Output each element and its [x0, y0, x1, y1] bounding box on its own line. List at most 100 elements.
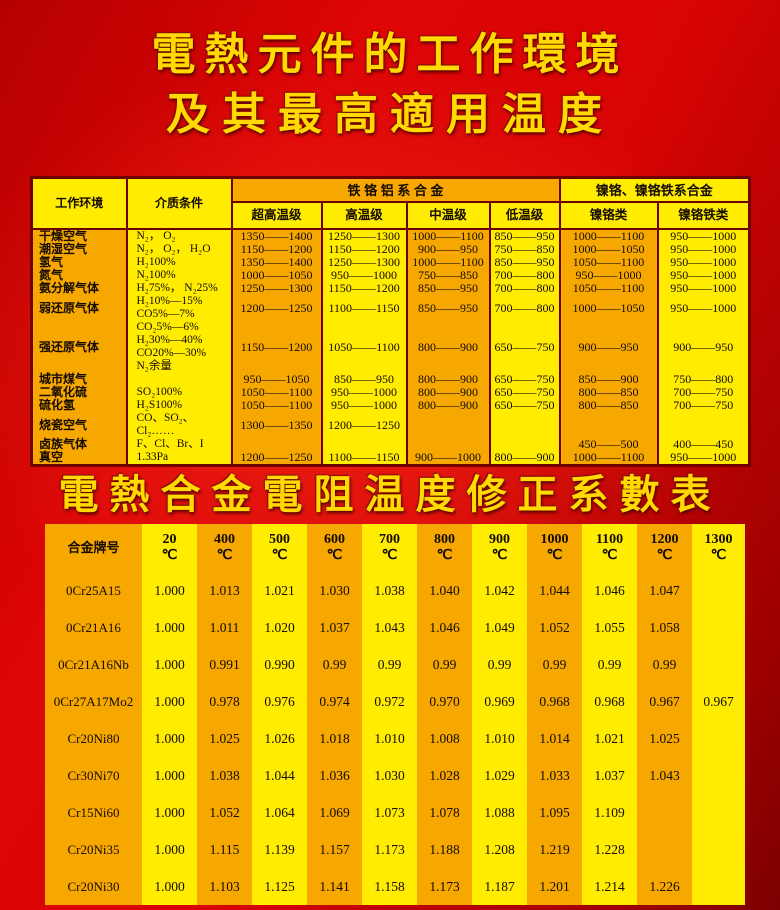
medium-cell: N₂100%: [125, 269, 233, 282]
temp-range-cell-nicr: 1000——1050: [558, 295, 659, 321]
coeff-cell-1100: 1.055: [582, 609, 637, 646]
coeff-cell-900: 1.208: [472, 831, 527, 868]
temp-range-cell-mid: 900——950: [405, 243, 491, 256]
env-temp-row: 二氧化硫 SO₂100% 1050——1100 950——1000 800——9…: [30, 386, 751, 399]
env-cell: 烧瓷空气: [30, 412, 128, 438]
env-cell: 弱还原气体: [30, 295, 128, 321]
coeff-cell-700: 1.043: [362, 609, 417, 646]
correction-table-body: 0Cr25A15 1.000 1.013 1.021 1.030 1.038 1…: [45, 572, 745, 905]
temp-range-cell-nicr: [558, 412, 659, 438]
coeff-cell-500: 1.125: [252, 868, 307, 905]
temp-range-cell-high: 1100——1150: [320, 295, 408, 321]
temp-range-cell-ultra: 1300——1350: [230, 412, 323, 438]
medium-cell: CO、SO₂、Cl₂……: [125, 412, 233, 438]
env-temp-row: 卤族气体 F、Cl、Br、I 450——500 400——450: [30, 438, 751, 451]
temp-range-cell-mid: 1000——1100: [405, 256, 491, 269]
temp-range-cell-high: 950——1000: [320, 386, 408, 399]
coeff-cell-1300: [692, 868, 745, 905]
coeff-cell-1100: 0.968: [582, 683, 637, 720]
temp-range-cell-nicrfe: 950——1000: [656, 269, 751, 282]
coeff-cell-900: 0.99: [472, 646, 527, 683]
temp-range-cell-nicr: 1000——1100: [558, 451, 659, 466]
temp-range-cell-nicrfe: 950——1000: [656, 295, 751, 321]
coeff-cell-600: 1.018: [307, 720, 362, 757]
medium-cell: H₂10%—15% CO5%—7%: [125, 295, 233, 321]
coeff-cell-1100: 1.037: [582, 757, 637, 794]
env-temp-table: 工作环境 介质条件 铁 铬 铝 系 合 金 镍铬、镍铬铁系合金 超高温级 高温级…: [30, 176, 752, 467]
header-grade-high: 高温级: [320, 201, 408, 230]
temp-range-cell-low: [488, 438, 561, 451]
temp-range-cell-mid: 800——900: [405, 386, 491, 399]
coeff-cell-800: 1.040: [417, 572, 472, 609]
env-cell: 干燥空气: [30, 229, 128, 243]
coeff-cell-400: 1.025: [197, 720, 252, 757]
coeff-cell-800: 1.008: [417, 720, 472, 757]
coeff-cell-500: 0.976: [252, 683, 307, 720]
coeff-cell-1200: [637, 831, 692, 868]
coeff-cell-400: 1.011: [197, 609, 252, 646]
temp-range-cell-low: 850——950: [488, 229, 561, 243]
alloy-name-cell: Cr20Ni30: [45, 868, 142, 905]
temp-range-cell-nicrfe: 950——1000: [656, 282, 751, 295]
temp-header-cell-1100: 1100 ℃: [582, 524, 637, 572]
header-alloy-grade: 合金牌号: [45, 524, 142, 572]
env-cell: 二氧化硫: [30, 386, 128, 399]
coeff-cell-700: 1.173: [362, 831, 417, 868]
temp-header-cell-1200: 1200 ℃: [637, 524, 692, 572]
temp-range-cell-mid: [405, 412, 491, 438]
coeff-cell-400: 0.991: [197, 646, 252, 683]
coeff-cell-600: 1.036: [307, 757, 362, 794]
medium-cell: [125, 373, 233, 386]
temp-range-cell-nicrfe: 950——1000: [656, 243, 751, 256]
alloy-name-cell: 0Cr21A16: [45, 609, 142, 646]
temp-range-cell-nicrfe: 750——800: [656, 373, 751, 386]
medium-cell: N₂， O₂: [125, 229, 233, 243]
coeff-cell-800: 1.173: [417, 868, 472, 905]
temp-range-cell-mid: 850——950: [405, 282, 491, 295]
header-grade-low: 低温级: [488, 201, 561, 230]
correction-row: 0Cr21A16Nb 1.000 0.991 0.990 0.99 0.99 0…: [45, 646, 745, 683]
coeff-cell-700: 0.972: [362, 683, 417, 720]
coeff-cell-500: 1.064: [252, 794, 307, 831]
coeff-cell-600: 0.974: [307, 683, 362, 720]
coeff-cell-1300: 0.967: [692, 683, 745, 720]
temp-range-cell-mid: 900——1000: [405, 451, 491, 466]
env-cell: 氮气: [30, 269, 128, 282]
env-temp-row: 硫化氢 H₂S100% 1050——1100 950——1000 800——90…: [30, 399, 751, 412]
temp-range-cell-nicr: 1050——1100: [558, 282, 659, 295]
temp-range-cell-ultra: 1250——1300: [230, 282, 323, 295]
temp-header-cell-1300: 1300 ℃: [692, 524, 745, 572]
coeff-cell-800: 1.188: [417, 831, 472, 868]
coeff-cell-1000: 1.014: [527, 720, 582, 757]
coeff-cell-1300: [692, 572, 745, 609]
coeff-cell-600: 1.069: [307, 794, 362, 831]
env-temp-row: 潮湿空气 N₂， O₂， H₂O 1150——1200 1150——1200 9…: [30, 243, 751, 256]
coeff-cell-600: 0.99: [307, 646, 362, 683]
coeff-cell-1300: [692, 794, 745, 831]
page-title-line1: 電熱元件的工作環境: [151, 30, 629, 79]
header-grade-nicr: 镍铬类: [558, 201, 659, 230]
env-temp-row: 氢气 H₂100% 1350——1400 1250——1300 1000——11…: [30, 256, 751, 269]
temp-range-cell-mid: 1000——1100: [405, 229, 491, 243]
coeff-cell-1300: [692, 609, 745, 646]
coeff-cell-1200: 1.226: [637, 868, 692, 905]
env-cell: 城市煤气: [30, 373, 128, 386]
coeff-cell-600: 1.157: [307, 831, 362, 868]
coeff-cell-1200: 1.025: [637, 720, 692, 757]
env-temp-row: 城市煤气 950——1050 850——950 800——900 650——75…: [30, 373, 751, 386]
coeff-cell-1000: 1.052: [527, 609, 582, 646]
coeff-cell-1300: [692, 720, 745, 757]
coeff-cell-600: 1.141: [307, 868, 362, 905]
coeff-cell-1000: 1.033: [527, 757, 582, 794]
coeff-cell-700: 1.030: [362, 757, 417, 794]
coeff-cell-20: 1.000: [142, 609, 197, 646]
coeff-cell-900: 1.029: [472, 757, 527, 794]
correction-row: Cr30Ni70 1.000 1.038 1.044 1.036 1.030 1…: [45, 757, 745, 794]
coeff-cell-900: 0.969: [472, 683, 527, 720]
coeff-cell-500: 1.139: [252, 831, 307, 868]
coeff-cell-20: 1.000: [142, 646, 197, 683]
coeff-cell-600: 1.030: [307, 572, 362, 609]
coeff-cell-500: 1.021: [252, 572, 307, 609]
env-cell: 卤族气体: [30, 438, 128, 451]
temp-range-cell-nicrfe: 950——1000: [656, 451, 751, 466]
